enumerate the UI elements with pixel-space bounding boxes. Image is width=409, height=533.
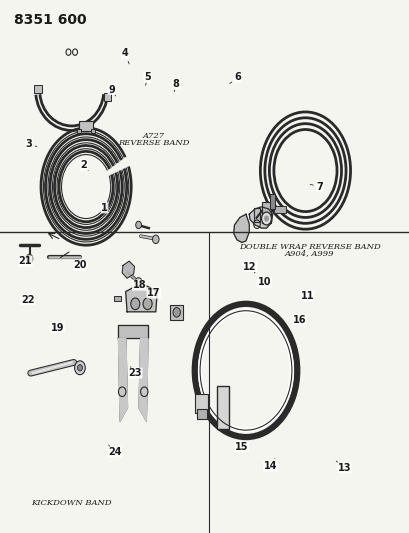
Polygon shape <box>233 214 249 243</box>
Text: 16: 16 <box>292 315 305 325</box>
Circle shape <box>261 212 271 225</box>
Text: 14: 14 <box>263 458 276 471</box>
Text: 21: 21 <box>19 256 32 266</box>
Text: 4: 4 <box>121 49 129 64</box>
Text: 9: 9 <box>108 85 115 96</box>
FancyBboxPatch shape <box>196 409 206 419</box>
Polygon shape <box>125 286 157 312</box>
Text: 22: 22 <box>21 295 34 304</box>
Circle shape <box>135 221 141 229</box>
Circle shape <box>74 361 85 375</box>
Text: 11: 11 <box>300 291 313 301</box>
Circle shape <box>173 308 180 317</box>
Bar <box>273 206 285 213</box>
Text: 3: 3 <box>25 139 37 149</box>
Bar <box>270 194 274 209</box>
Bar <box>79 121 93 131</box>
Bar <box>77 129 81 133</box>
Polygon shape <box>249 207 272 228</box>
Circle shape <box>152 235 159 244</box>
Text: 6: 6 <box>229 72 240 84</box>
Polygon shape <box>118 338 127 421</box>
Polygon shape <box>139 338 148 421</box>
Bar <box>103 93 110 101</box>
Text: 2: 2 <box>81 160 88 171</box>
Text: 15: 15 <box>235 442 248 451</box>
Circle shape <box>263 215 268 222</box>
Bar <box>261 202 270 223</box>
Text: 20: 20 <box>73 261 86 270</box>
Circle shape <box>130 298 139 310</box>
Circle shape <box>26 254 33 263</box>
Circle shape <box>143 298 152 310</box>
Text: 18: 18 <box>132 280 146 290</box>
Bar <box>91 129 95 133</box>
Text: REVERSE BAND: REVERSE BAND <box>118 139 189 147</box>
Text: 24: 24 <box>108 445 121 457</box>
Text: 1: 1 <box>101 199 111 213</box>
Text: 8351 600: 8351 600 <box>14 13 87 27</box>
Text: 17: 17 <box>147 288 160 298</box>
Circle shape <box>77 365 82 371</box>
Polygon shape <box>118 325 148 338</box>
Text: 10: 10 <box>257 278 270 287</box>
Text: 12: 12 <box>243 262 256 273</box>
Bar <box>114 296 121 301</box>
FancyBboxPatch shape <box>195 394 207 414</box>
Text: 23: 23 <box>128 367 142 378</box>
Text: A727: A727 <box>142 132 164 140</box>
Text: 19: 19 <box>51 323 64 333</box>
Text: 7: 7 <box>310 182 322 191</box>
Text: 13: 13 <box>335 461 350 473</box>
Text: 8: 8 <box>173 79 179 92</box>
Text: A904, A999: A904, A999 <box>284 249 333 257</box>
Bar <box>253 208 259 222</box>
Polygon shape <box>122 261 134 278</box>
Text: DOUBLE WRAP REVERSE BAND: DOUBLE WRAP REVERSE BAND <box>238 243 380 251</box>
Circle shape <box>135 278 142 287</box>
Bar <box>217 386 228 429</box>
Text: 5: 5 <box>144 72 151 85</box>
Bar <box>34 85 42 93</box>
Text: KICKDOWN BAND: KICKDOWN BAND <box>31 499 112 507</box>
Bar <box>170 305 183 320</box>
